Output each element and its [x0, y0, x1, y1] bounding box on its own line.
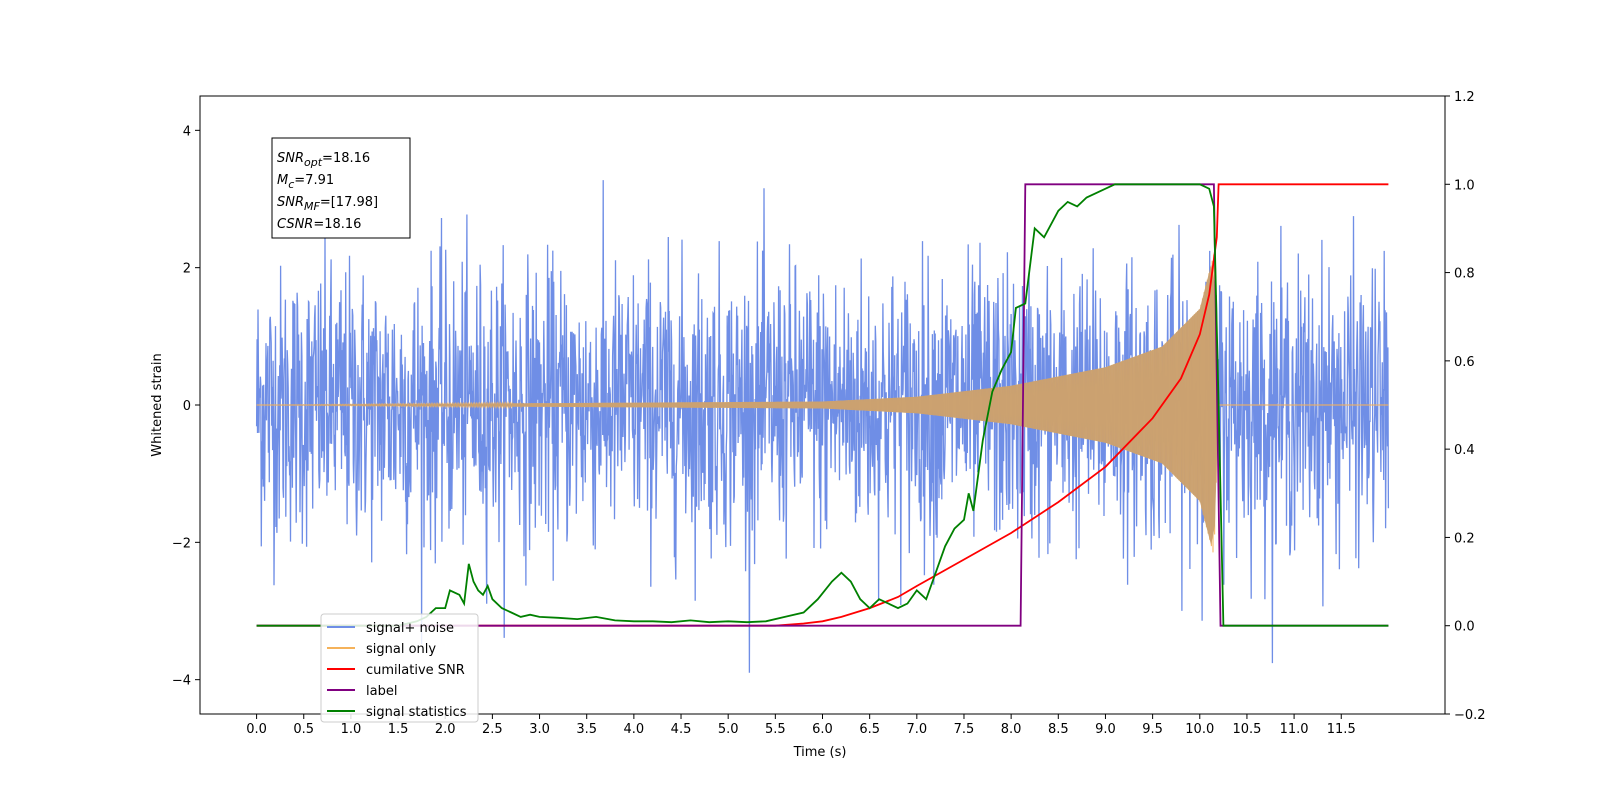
legend-label: label: [366, 684, 397, 699]
stats-name: M: [277, 173, 288, 188]
legend-label: cumilative SNR: [366, 663, 465, 678]
stats-subscript: opt: [304, 156, 323, 169]
stats-line: SNRMF=[17.98]: [277, 195, 378, 213]
x-tick-label: 11.0: [1280, 722, 1309, 737]
legend: signal+ noise signal only cumilative SNR la…: [320, 613, 479, 723]
x-tick-label: 7.5: [954, 722, 975, 737]
stats-value: =7.91: [294, 173, 334, 188]
stats-value: =18.16: [313, 217, 361, 232]
x-tick-label: 6.0: [812, 722, 833, 737]
x-tick-label: 5.0: [718, 722, 739, 737]
stats-box: SNRopt=18.16Mc=7.91SNRMF=[17.98]CSNR=18.…: [271, 137, 411, 239]
x-tick-label: 9.5: [1142, 722, 1163, 737]
y-left-tick-label: 2: [183, 262, 191, 277]
series-layer: [255, 180, 1390, 673]
x-tick-label: 11.5: [1327, 722, 1356, 737]
stats-line: Mc=7.91: [277, 173, 334, 191]
x-tick-label: 8.5: [1048, 722, 1069, 737]
y-right-tick-label: −0.2: [1454, 708, 1486, 723]
series-line: [256, 183, 1389, 627]
stats-line: SNRopt=18.16: [277, 151, 370, 169]
x-tick-label: 8.0: [1001, 722, 1022, 737]
x-tick-label: 2.0: [435, 722, 456, 737]
x-tick-label: 1.0: [341, 722, 362, 737]
stats-value: =[17.98]: [320, 195, 378, 210]
x-axis-ticks: 0.0 0.5 1.0 1.5 2.0 2.5 3.0 3.5 4.0 4.5 5.0 5.5 6.0 6…: [246, 714, 1356, 737]
x-tick-label: 1.5: [388, 722, 409, 737]
legend-label: signal only: [366, 642, 436, 657]
stats-value: =18.16: [322, 151, 370, 166]
y-right-tick-label: 0.8: [1454, 267, 1475, 282]
x-tick-label: 0.5: [293, 722, 314, 737]
x-tick-label: 10.0: [1185, 722, 1214, 737]
stats-subscript: MF: [304, 200, 320, 213]
y-right-tick-label: 0.4: [1454, 443, 1475, 458]
y-left-tick-label: −2: [172, 536, 191, 551]
y-axis-left-label: Whitened strain: [150, 353, 165, 456]
x-tick-label: 10.5: [1232, 722, 1261, 737]
legend-label: signal statistics: [366, 705, 467, 720]
y-right-tick-label: 0.6: [1454, 355, 1475, 370]
y-right-tick-label: 1.2: [1454, 90, 1475, 105]
y-axis-right-ticks: −0.2 0.0 0.2 0.4 0.6 0.8 1.0 1.2: [1445, 90, 1486, 723]
stats-name: SNR: [277, 195, 304, 210]
y-left-tick-label: −4: [172, 674, 191, 689]
x-tick-label: 0.0: [246, 722, 267, 737]
x-tick-label: 4.5: [671, 722, 692, 737]
y-left-tick-label: 4: [183, 124, 191, 139]
series-line: [256, 183, 1389, 627]
y-right-tick-label: 1.0: [1454, 178, 1475, 193]
x-tick-label: 4.0: [624, 722, 645, 737]
x-tick-label: 3.5: [576, 722, 597, 737]
legend-label: signal+ noise: [366, 621, 454, 636]
x-tick-label: 9.0: [1095, 722, 1116, 737]
y-right-tick-label: 0.0: [1454, 620, 1475, 635]
series-envelope: [256, 264, 1389, 546]
x-axis-label: Time (s): [793, 745, 847, 760]
x-tick-label: 7.0: [906, 722, 927, 737]
stats-subscript: c: [288, 178, 294, 191]
y-left-tick-label: 0: [183, 399, 191, 414]
stats-name: SNR: [277, 151, 304, 166]
x-tick-label: 2.5: [482, 722, 503, 737]
x-tick-label: 6.5: [859, 722, 880, 737]
x-tick-label: 3.0: [529, 722, 550, 737]
y-axis-left-ticks: −4 −2 0 2 4: [172, 124, 200, 689]
x-tick-label: 5.5: [765, 722, 786, 737]
stats-line: CSNR=18.16: [277, 217, 361, 232]
y-right-tick-label: 0.2: [1454, 531, 1475, 546]
stats-name: CSNR: [277, 217, 313, 232]
